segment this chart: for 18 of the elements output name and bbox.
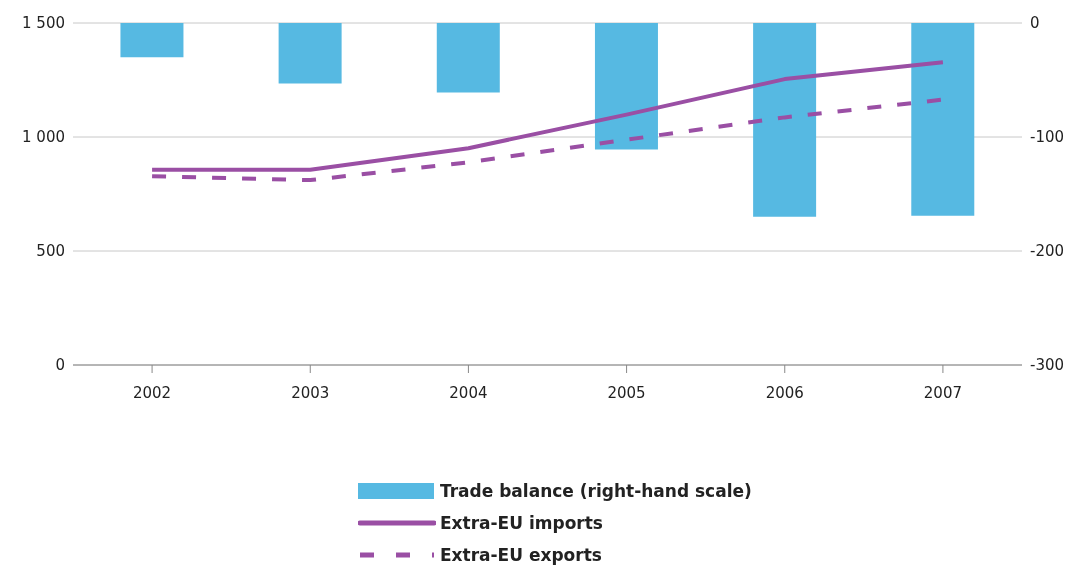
line-series <box>150 60 945 172</box>
x-tick-label: 2007 <box>923 383 963 402</box>
y-tick-label: 500 <box>36 242 65 261</box>
y-tick-label: 1 000 <box>22 128 65 147</box>
y-tick-label: 0 <box>55 356 65 375</box>
legend-label: Extra-EU exports <box>440 545 602 565</box>
x-tick-label: 2003 <box>291 383 330 402</box>
legend-label: Trade balance (right-hand scale) <box>440 481 752 501</box>
x-tick-label: 2006 <box>765 383 804 402</box>
legend-label: Extra-EU imports <box>440 513 603 533</box>
y2-tick-label: 0 <box>1030 14 1040 33</box>
y2-tick-label: -300 <box>1030 356 1065 375</box>
x-tick-label: 2005 <box>607 383 646 402</box>
x-tick-label: 2004 <box>449 383 488 402</box>
y2-tick-label: -200 <box>1030 242 1065 261</box>
y-tick-label: 1 500 <box>22 14 65 33</box>
x-tick-label: 2002 <box>132 383 172 402</box>
y2-tick-label: -100 <box>1030 128 1065 147</box>
